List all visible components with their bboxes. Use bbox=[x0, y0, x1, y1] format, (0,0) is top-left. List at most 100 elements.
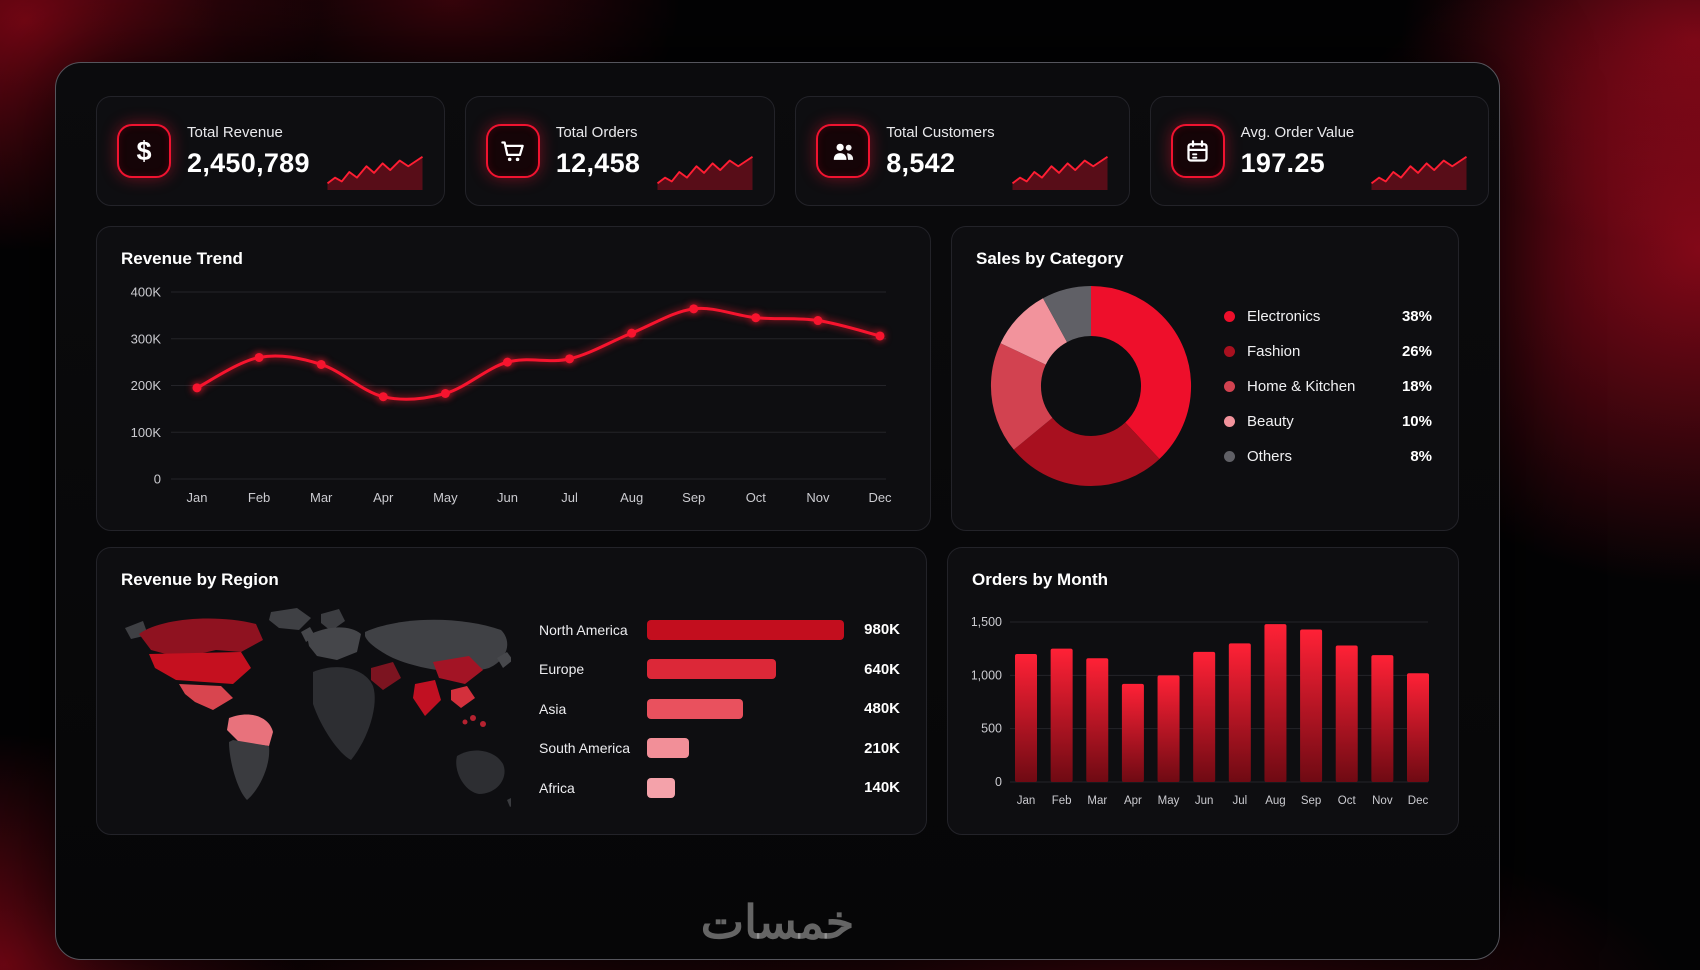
kpi-text: Avg. Order Value 197.25 bbox=[1241, 124, 1355, 179]
legend-item: Electronics 38% bbox=[1224, 299, 1432, 334]
card-title: Revenue by Region bbox=[121, 570, 279, 589]
donut-wrap: Electronics 38% Fashion 26% Home & Kitchen 18… bbox=[976, 283, 1434, 489]
kpi-title: Total Orders bbox=[555, 123, 638, 141]
region-bar-track bbox=[647, 619, 847, 640]
legend-value: 8% bbox=[1410, 447, 1432, 465]
kpi-row: $ Total Revenue 2,450,789 Total Orders 1… bbox=[96, 96, 1490, 206]
revenue-trend-card: Revenue Trend 0 100K 200K 300K 400K Jan Feb Mar… bbox=[96, 226, 931, 531]
orders-by-month-bar-chart: 0 500 1,000 1,500 Jan Feb Mar Apr May Jun Jul Aug Se… bbox=[972, 615, 1429, 807]
sales-category-donut-chart bbox=[990, 285, 1192, 487]
svg-text:500: 500 bbox=[981, 722, 1002, 736]
region-bar-track bbox=[647, 698, 847, 719]
svg-text:400K: 400K bbox=[131, 285, 162, 300]
region-row: North America 980K bbox=[539, 610, 902, 650]
svg-text:Aug: Aug bbox=[620, 490, 643, 505]
kpi-card-avg-order-value: Avg. Order Value 197.25 bbox=[1149, 96, 1490, 206]
svg-text:Jan: Jan bbox=[187, 490, 208, 505]
dollar-icon: $ bbox=[117, 124, 171, 178]
svg-text:Jul: Jul bbox=[1232, 795, 1247, 807]
svg-text:Jun: Jun bbox=[497, 490, 518, 505]
region-bar bbox=[647, 619, 844, 640]
svg-text:Nov: Nov bbox=[1372, 795, 1393, 807]
legend-item: Fashion 26% bbox=[1224, 334, 1432, 369]
kpi-text: Total Customers 8,542 bbox=[886, 124, 994, 179]
kpi-card-total-orders: Total Orders 12,458 bbox=[464, 96, 776, 206]
svg-text:1,500: 1,500 bbox=[972, 615, 1002, 629]
region-bar bbox=[647, 777, 675, 798]
legend-value: 26% bbox=[1401, 342, 1432, 360]
region-bar bbox=[647, 738, 689, 759]
card-title: Orders by Month bbox=[972, 570, 1109, 589]
region-bar bbox=[647, 698, 743, 719]
region-wrap: North America 980K Europe 640K Asia 480K South… bbox=[121, 594, 902, 814]
legend-label: Electronics bbox=[1247, 307, 1321, 325]
svg-text:Jun: Jun bbox=[1195, 795, 1214, 807]
svg-text:Nov: Nov bbox=[806, 490, 830, 505]
region-value: 480K bbox=[864, 700, 900, 718]
region-bars: North America 980K Europe 640K Asia 480K South… bbox=[539, 610, 902, 814]
legend-color-dot bbox=[1224, 415, 1235, 427]
region-label: Africa bbox=[539, 779, 575, 796]
users-icon bbox=[816, 124, 871, 178]
legend-value: 38% bbox=[1401, 307, 1432, 325]
region-bar-track bbox=[647, 777, 847, 798]
region-row: Europe 640K bbox=[539, 650, 902, 690]
legend-label: Fashion bbox=[1247, 342, 1301, 360]
shopping-cart-icon bbox=[485, 124, 540, 178]
kpi-text: Total Orders 12,458 bbox=[556, 124, 640, 179]
legend-value: 10% bbox=[1401, 412, 1432, 430]
svg-text:Oct: Oct bbox=[746, 490, 767, 505]
svg-text:Jul: Jul bbox=[561, 490, 578, 505]
card-title: Sales by Category bbox=[976, 249, 1124, 268]
kpi-title: Avg. Order Value bbox=[1240, 123, 1355, 141]
region-value: 640K bbox=[864, 660, 900, 678]
legend-label: Home & Kitchen bbox=[1247, 377, 1356, 395]
svg-text:Dec: Dec bbox=[1408, 795, 1429, 807]
svg-text:Dec: Dec bbox=[868, 490, 892, 505]
middle-row: Revenue Trend 0 100K 200K 300K 400K Jan Feb Mar… bbox=[96, 226, 1459, 531]
region-value: 140K bbox=[864, 779, 900, 797]
legend-color-dot bbox=[1224, 450, 1235, 462]
sales-by-category-card: Sales by Category Electronics 38% Fashion 2… bbox=[951, 226, 1459, 531]
svg-text:May: May bbox=[433, 490, 458, 505]
legend-color-dot bbox=[1224, 380, 1235, 392]
card-title: Revenue Trend bbox=[121, 249, 243, 268]
bottom-row: Revenue by Region bbox=[96, 547, 1459, 835]
svg-text:Mar: Mar bbox=[1087, 795, 1107, 807]
region-bar-track bbox=[647, 659, 847, 680]
region-row: Asia 480K bbox=[539, 689, 902, 729]
svg-text:Apr: Apr bbox=[1124, 795, 1142, 807]
svg-text:100K: 100K bbox=[131, 425, 162, 440]
donut-legend: Electronics 38% Fashion 26% Home & Kitchen 18… bbox=[1224, 299, 1432, 474]
svg-text:Aug: Aug bbox=[1265, 795, 1285, 807]
region-row: Africa 140K bbox=[539, 768, 902, 808]
sparkline bbox=[1371, 155, 1468, 190]
kpi-card-total-revenue: $ Total Revenue 2,450,789 bbox=[96, 96, 445, 206]
sparkline bbox=[326, 155, 423, 190]
dollar-glyph: $ bbox=[136, 135, 152, 166]
region-value: 980K bbox=[864, 621, 900, 639]
svg-text:Mar: Mar bbox=[310, 490, 333, 505]
calendar-icon bbox=[1170, 124, 1225, 178]
region-label: Europe bbox=[539, 661, 585, 678]
legend-label: Others bbox=[1247, 447, 1293, 465]
legend-item: Beauty 10% bbox=[1224, 404, 1432, 439]
sparkline bbox=[1011, 155, 1108, 190]
svg-text:0: 0 bbox=[154, 472, 161, 487]
watermark: خمسات bbox=[700, 896, 855, 948]
svg-text:1,000: 1,000 bbox=[972, 668, 1002, 682]
region-bar-track bbox=[647, 738, 847, 759]
legend-item: Others 8% bbox=[1224, 439, 1432, 474]
kpi-text: Total Revenue 2,450,789 bbox=[187, 124, 310, 179]
svg-text:Apr: Apr bbox=[373, 490, 394, 505]
world-map bbox=[125, 608, 511, 807]
revenue-trend-line-chart: 0 100K 200K 300K 400K Jan Feb Mar Apr May Jun Jul Au… bbox=[131, 285, 892, 506]
region-label: South America bbox=[539, 740, 631, 757]
legend-color-dot bbox=[1224, 310, 1235, 322]
kpi-title: Total Revenue bbox=[187, 123, 283, 141]
kpi-value: 2,450,789 bbox=[187, 147, 310, 178]
svg-text:Oct: Oct bbox=[1338, 795, 1357, 807]
region-row: South America 210K bbox=[539, 729, 902, 769]
svg-text:May: May bbox=[1158, 795, 1180, 807]
svg-text:Jan: Jan bbox=[1017, 795, 1036, 807]
